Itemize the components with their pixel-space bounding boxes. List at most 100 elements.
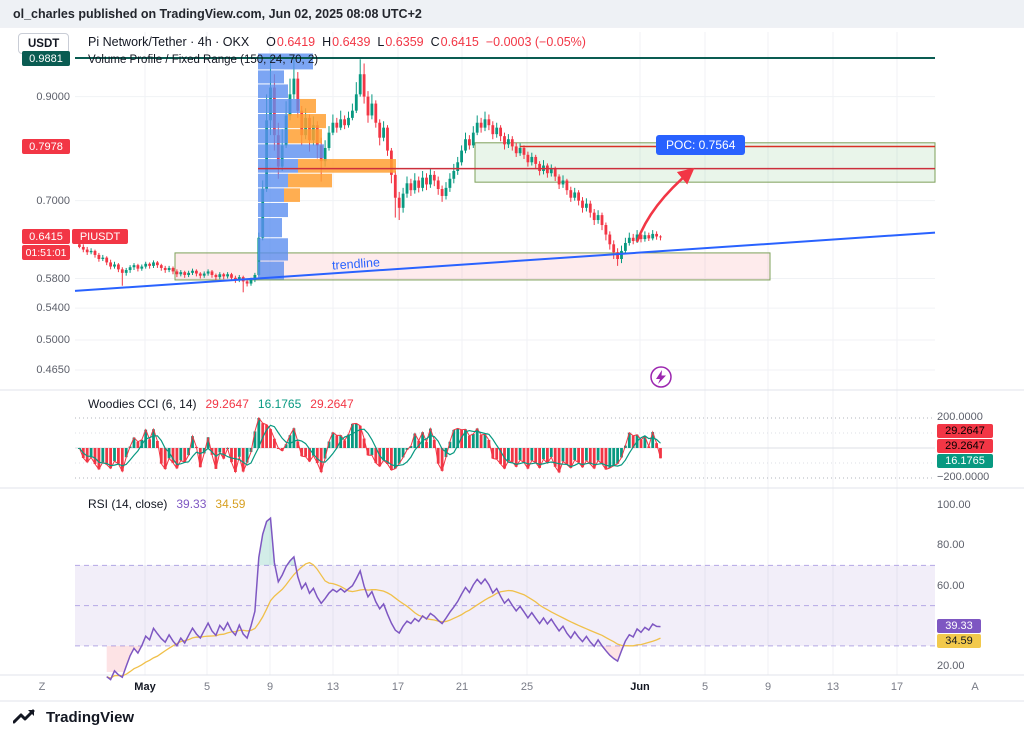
candle xyxy=(362,74,366,97)
cci-title[interactable]: Woodies CCI (6, 14) xyxy=(88,397,197,411)
indicator-legend-volume-profile[interactable]: Volume Profile / Fixed Range (150, 24, 7… xyxy=(88,54,319,66)
cci-bar xyxy=(304,448,307,457)
cci-bar xyxy=(507,448,510,461)
cci-bar xyxy=(659,448,662,459)
candle xyxy=(148,263,151,266)
cci-bar xyxy=(261,423,265,448)
cci-bar xyxy=(596,448,600,461)
price-tick-label: 0.4650 xyxy=(36,364,70,376)
grid xyxy=(0,26,1024,702)
time-axis[interactable]: May 5 9 13 17 21 25 Jun 5 9 13 17 Z A xyxy=(0,676,1024,700)
candle xyxy=(518,147,522,154)
vp-row-orange xyxy=(298,159,396,173)
arrow-annotation[interactable] xyxy=(635,167,695,243)
price-lines[interactable] xyxy=(74,56,936,388)
cci-bar xyxy=(308,448,311,462)
cci-bar xyxy=(429,428,432,448)
tradingview-brand[interactable]: TradingView xyxy=(46,709,135,726)
candle xyxy=(639,234,643,240)
cci-bar xyxy=(175,448,179,469)
vp-row-blue xyxy=(258,84,288,98)
vp-row-blue xyxy=(258,144,324,159)
candle xyxy=(343,119,346,126)
candle xyxy=(198,273,202,276)
ohlc-high-value: 0.6439 xyxy=(332,35,371,49)
candle xyxy=(191,270,194,273)
cci-bar xyxy=(468,435,471,448)
cci-bar xyxy=(257,418,261,448)
cci-bar xyxy=(432,439,436,448)
cci-bar xyxy=(518,448,522,460)
cci-bar xyxy=(417,440,421,448)
cci-bar xyxy=(202,448,206,454)
rsi-tick-label: 80.00 xyxy=(937,539,965,552)
cci-bar xyxy=(425,441,428,448)
candle xyxy=(499,127,502,137)
cci-bar xyxy=(179,448,183,461)
candle xyxy=(382,127,385,138)
cci-bar xyxy=(300,448,304,457)
vp-row-orange xyxy=(284,188,300,202)
candles-series xyxy=(78,58,662,293)
cci-bar xyxy=(440,448,444,471)
candle xyxy=(81,246,85,250)
candle xyxy=(429,174,432,185)
candle xyxy=(331,122,335,133)
indicator-legend-cci[interactable]: Woodies CCI (6, 14) 29.2647 16.1765 29.2… xyxy=(88,397,354,411)
lightning-icon xyxy=(656,370,666,384)
candle xyxy=(417,180,421,188)
candle xyxy=(510,139,514,147)
candle xyxy=(128,267,132,271)
vp-row-orange xyxy=(300,98,316,114)
cci-bar xyxy=(565,448,569,465)
symbol-title[interactable]: Pi Network/Tether · 4h · OKX xyxy=(88,35,250,49)
cci-bar xyxy=(569,448,573,468)
trendline[interactable] xyxy=(74,231,936,292)
candle xyxy=(374,103,378,123)
candle xyxy=(218,274,222,278)
rsi-ma-badge: 34.59 xyxy=(937,634,981,648)
candle xyxy=(136,265,140,269)
cci-bar xyxy=(585,448,588,461)
vp-row-blue xyxy=(258,261,284,280)
candle xyxy=(468,139,471,146)
candle xyxy=(592,212,596,221)
candle xyxy=(573,192,577,198)
candle xyxy=(526,154,530,163)
candle xyxy=(93,250,97,255)
cci-bar xyxy=(93,448,97,464)
cci-bar xyxy=(456,428,460,448)
candle xyxy=(464,139,467,151)
time-axis-label: A xyxy=(971,681,979,693)
cci-bar xyxy=(343,440,346,448)
candle xyxy=(386,127,389,151)
cci-panel xyxy=(75,416,935,479)
symbol-legend[interactable]: Pi Network/Tether · 4h · OKX O 0.6419 H 0.… xyxy=(88,35,586,49)
cci-bar xyxy=(362,438,366,448)
cci-bar xyxy=(288,435,292,448)
candle xyxy=(202,273,206,276)
candle xyxy=(159,265,163,268)
cci-bar xyxy=(561,448,565,462)
cci-bar xyxy=(495,448,499,460)
candle xyxy=(409,183,413,191)
vp-row-blue xyxy=(258,129,288,144)
vp-row-blue xyxy=(258,202,288,218)
candle xyxy=(635,234,639,242)
candle xyxy=(171,267,175,272)
cci-bar xyxy=(655,443,658,448)
candle xyxy=(495,127,499,135)
poc-label[interactable]: POC: 0.7564 xyxy=(656,135,746,155)
cci-bar xyxy=(335,435,339,448)
cci-bar xyxy=(230,448,233,463)
indicator-legend-rsi[interactable]: RSI (14, close) 39.33 34.59 xyxy=(88,497,245,511)
cci-bar xyxy=(101,448,105,463)
price-badge-ath: 0.9881 xyxy=(22,51,70,66)
cci-bar xyxy=(471,433,475,448)
cci-bar xyxy=(117,448,120,464)
rsi-title[interactable]: RSI (14, close) xyxy=(88,497,168,511)
candle xyxy=(226,274,229,277)
ohlc-open-label: O xyxy=(266,35,276,49)
